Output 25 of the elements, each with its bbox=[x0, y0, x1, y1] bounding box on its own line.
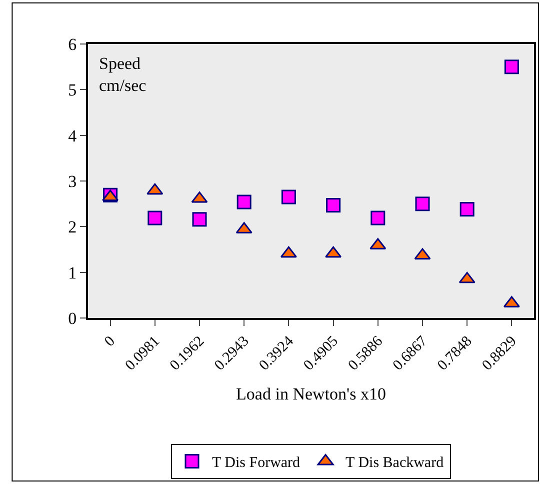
point bbox=[415, 196, 430, 212]
point bbox=[504, 60, 519, 74]
legend-label: T Dis Forward bbox=[212, 455, 301, 472]
point bbox=[458, 272, 476, 284]
point bbox=[192, 212, 207, 227]
y-tick-label: 0 bbox=[68, 308, 77, 328]
point bbox=[280, 246, 297, 258]
x-axis-title: Load in Newton's x10 bbox=[236, 384, 386, 404]
point bbox=[146, 183, 164, 195]
point bbox=[326, 198, 341, 212]
y-tick-label: 5 bbox=[68, 80, 77, 100]
y-tick-label: 4 bbox=[68, 126, 78, 146]
point bbox=[325, 246, 342, 258]
point bbox=[281, 190, 296, 204]
x-tick-label: 0 bbox=[102, 333, 118, 350]
y-tick-label: 3 bbox=[68, 172, 77, 191]
y-tick-label: 6 bbox=[68, 34, 77, 54]
annotation: Speed cm/sec bbox=[99, 54, 147, 96]
point bbox=[460, 202, 474, 217]
point bbox=[370, 210, 386, 226]
y-tick-label: 1 bbox=[68, 263, 77, 282]
point bbox=[236, 194, 252, 210]
y-tick-label: 2 bbox=[68, 218, 77, 237]
legend-label: T Dis Backward bbox=[346, 455, 444, 472]
point bbox=[148, 210, 162, 226]
